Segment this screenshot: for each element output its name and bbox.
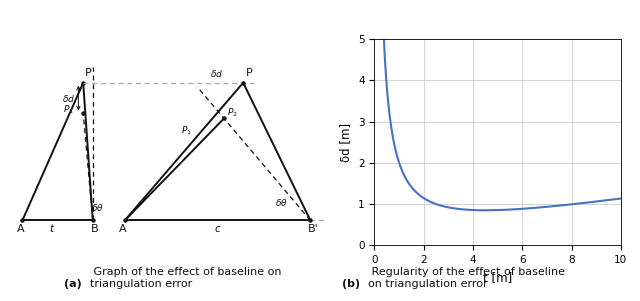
Text: $\delta d$: $\delta d$ (61, 92, 75, 104)
Text: $\delta\theta$: $\delta\theta$ (275, 197, 288, 208)
Text: $P_2$: $P_2$ (227, 107, 238, 119)
Text: Graph of the effect of baseline on
triangulation error: Graph of the effect of baseline on trian… (90, 267, 281, 289)
Text: P: P (246, 68, 252, 78)
Text: A: A (17, 224, 24, 234)
Text: B: B (91, 224, 98, 234)
Text: $P_1$: $P_1$ (180, 125, 191, 137)
Text: c: c (215, 224, 220, 234)
Text: (a): (a) (64, 279, 82, 289)
Text: Regularity of the effect of baseline
on triangulation error: Regularity of the effect of baseline on … (368, 267, 565, 289)
Text: A: A (120, 224, 127, 234)
Text: $\delta d$: $\delta d$ (210, 68, 223, 79)
Text: (b): (b) (342, 279, 360, 289)
Y-axis label: δd [m]: δd [m] (339, 123, 353, 162)
X-axis label: t [m]: t [m] (483, 271, 512, 284)
Text: $\delta\theta$: $\delta\theta$ (92, 202, 104, 213)
Text: $P_1$: $P_1$ (63, 103, 74, 116)
Text: P: P (84, 68, 92, 78)
Text: t: t (49, 224, 53, 234)
Text: B': B' (308, 224, 319, 234)
